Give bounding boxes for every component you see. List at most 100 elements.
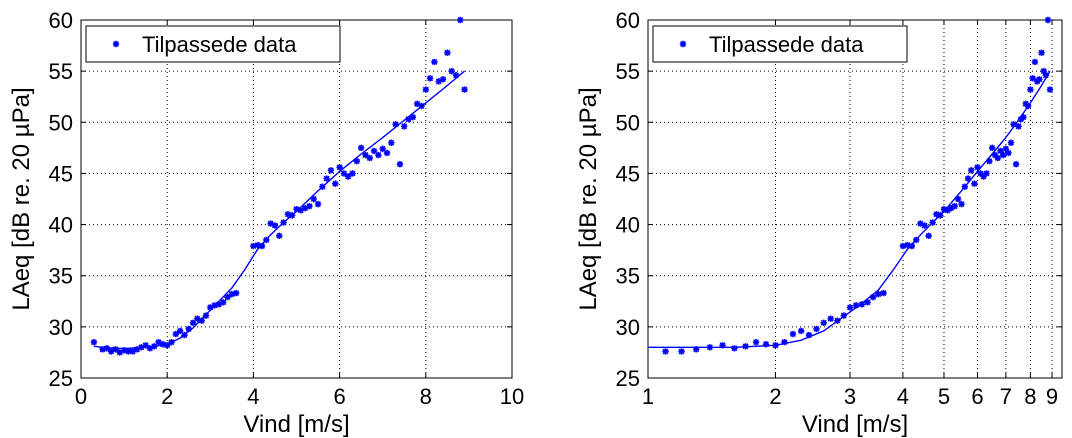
data-point [940, 206, 948, 213]
data-point [1046, 86, 1054, 93]
x-tick-label: 6 [971, 384, 983, 409]
data-point [332, 180, 339, 187]
data-point [224, 293, 231, 301]
data-point [933, 211, 940, 218]
data-point [435, 78, 442, 85]
x-tick-label: 9 [1046, 384, 1058, 409]
data-point [1040, 67, 1047, 75]
data-point [323, 175, 330, 182]
data-point [858, 301, 866, 308]
data-point [392, 121, 399, 128]
data-point [1015, 123, 1022, 130]
data-point [662, 348, 669, 355]
data-point [220, 299, 227, 306]
x-tick-label: 4 [897, 384, 909, 409]
data-point [461, 86, 468, 93]
data-point [797, 327, 805, 335]
data-point [1005, 149, 1012, 157]
data-point [457, 16, 464, 24]
y-tick-label: 25 [616, 366, 640, 391]
y-tick-label: 45 [49, 161, 73, 186]
data-point [336, 164, 343, 171]
y-tick-label: 55 [49, 59, 73, 84]
data-point [301, 205, 309, 212]
data-point [396, 161, 404, 168]
data-point [921, 222, 928, 229]
data-point [353, 157, 361, 165]
data-point [789, 330, 797, 338]
data-point [991, 151, 999, 159]
x-tick-label: 2 [769, 384, 781, 409]
data-point [431, 58, 438, 66]
data-point [781, 339, 788, 346]
data-point [340, 170, 348, 177]
y-tick-label: 30 [49, 315, 73, 340]
data-point [1007, 139, 1015, 146]
y-axis-label: LAeq [dB re. 20 µPa] [575, 87, 602, 310]
data-point [805, 331, 813, 339]
data-point [1002, 145, 1010, 153]
data-point [452, 72, 460, 79]
legend-box [652, 25, 908, 63]
data-point [401, 123, 408, 130]
data-point [357, 144, 365, 152]
legend-label: Tilpassede data [709, 32, 864, 57]
x-axis-label: Vind [m/s] [802, 411, 908, 438]
legend-box [85, 25, 341, 63]
data-point [947, 205, 955, 212]
data-point [146, 345, 154, 352]
data-point [1042, 72, 1050, 79]
data-point [133, 346, 141, 353]
data-point [448, 67, 455, 75]
x-axis-label: Vind [m/s] [243, 411, 349, 438]
data-point [762, 341, 770, 348]
y-tick-label: 55 [616, 59, 640, 84]
data-point [99, 346, 106, 353]
data-point [258, 242, 266, 250]
data-point [366, 154, 373, 162]
data-point [189, 319, 197, 326]
y-tick-label: 60 [49, 8, 73, 33]
data-point [1012, 161, 1020, 168]
data-point [444, 49, 451, 56]
legend-label: Tilpassede data [142, 32, 297, 57]
y-tick-label: 35 [616, 264, 640, 289]
data-point [977, 170, 984, 177]
data-point [125, 348, 132, 355]
data-point [172, 330, 180, 338]
data-point [276, 232, 283, 240]
data-point [944, 207, 951, 214]
data-point [880, 289, 887, 297]
data-point [908, 242, 916, 250]
data-point [267, 220, 274, 227]
y-tick-label: 60 [616, 8, 640, 33]
y-tick-label: 50 [616, 110, 640, 135]
plot-area [648, 20, 1062, 378]
x-tick-label: 3 [844, 384, 856, 409]
x-tick-label: 2 [161, 384, 173, 409]
data-point [388, 139, 395, 146]
data-point [864, 299, 871, 306]
data-point [215, 301, 223, 308]
data-point [958, 200, 965, 208]
x-tick-label: 6 [333, 384, 345, 409]
data-point [362, 151, 369, 159]
plot-area [81, 20, 512, 378]
x-tick-label: 10 [500, 384, 524, 409]
y-tick-label: 40 [49, 213, 73, 238]
data-point [869, 293, 877, 301]
x-tick-label: 4 [247, 384, 259, 409]
data-point [904, 241, 911, 249]
x-tick-label: 0 [75, 384, 87, 409]
y-tick-label: 35 [49, 264, 73, 289]
data-point [142, 342, 149, 349]
data-point [997, 147, 1004, 155]
data-point [678, 348, 685, 355]
data-point [974, 164, 981, 171]
data-point [951, 202, 958, 210]
data-point [327, 167, 335, 174]
data-point [1038, 49, 1045, 56]
y-tick-label: 45 [616, 161, 640, 186]
data-point [383, 149, 391, 157]
